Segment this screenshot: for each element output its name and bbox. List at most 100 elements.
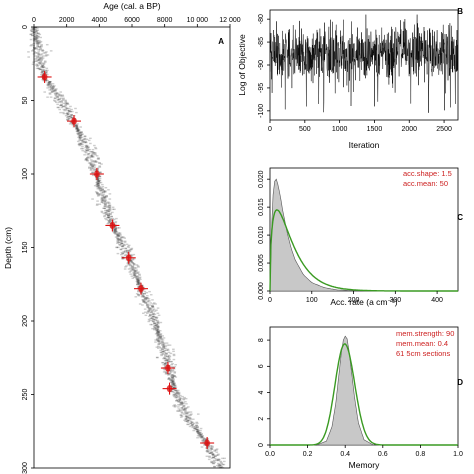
age-model-sample	[108, 219, 111, 222]
age-model-sample	[120, 251, 124, 254]
age-model-sample	[34, 26, 38, 28]
age-model-sample	[41, 64, 45, 66]
age-model-sample	[104, 199, 108, 201]
age-model-sample	[195, 428, 199, 431]
age-model-sample	[199, 427, 203, 430]
age-model-sample	[32, 49, 35, 51]
age-model-sample	[62, 98, 65, 100]
age-model-sample	[41, 57, 45, 59]
age-model-sample	[137, 271, 140, 273]
age-model-sample	[196, 426, 200, 429]
y-tick-label: 150	[22, 242, 29, 254]
age-model-sample	[112, 230, 116, 232]
age-model-sample	[96, 158, 100, 160]
age-model-sample	[153, 327, 157, 330]
age-model-sample	[79, 143, 83, 146]
age-model-sample	[113, 231, 117, 233]
age-model-sample	[63, 105, 67, 108]
age-model-sample	[95, 155, 99, 157]
age-model-sample	[156, 330, 160, 332]
age-model-sample	[91, 165, 94, 167]
age-model-sample	[37, 40, 41, 43]
age-model-sample	[111, 206, 115, 208]
age-model-sample	[99, 190, 103, 192]
age-model-sample	[92, 169, 96, 171]
age-model-sample	[200, 432, 204, 435]
age-model-sample	[171, 388, 174, 391]
age-model-sample	[34, 26, 37, 28]
age-model-sample	[142, 312, 145, 314]
panel-c-x-ticks: 0 100 200 300 400	[268, 291, 443, 304]
age-model-sample	[160, 353, 163, 356]
age-model-sample	[194, 425, 197, 428]
age-model-sample	[179, 409, 182, 411]
age-model-sample	[143, 301, 147, 303]
age-model-sample	[134, 276, 138, 278]
age-model-sample	[93, 144, 96, 147]
age-model-sample	[107, 210, 111, 213]
y-tick-label: 0.000	[258, 282, 265, 300]
age-model-sample	[163, 365, 167, 367]
age-model-sample	[46, 82, 50, 84]
age-model-sample	[96, 178, 100, 181]
age-model-sample	[66, 103, 70, 106]
age-model-sample	[199, 431, 202, 434]
age-model-sample	[98, 193, 102, 195]
panel-a-frame	[33, 26, 231, 469]
age-model-sample	[208, 452, 212, 454]
age-model-sample	[48, 82, 52, 84]
age-model-sample	[97, 187, 101, 189]
age-model-sample	[31, 63, 35, 65]
age-model-sample	[75, 127, 78, 129]
age-model-sample	[149, 323, 152, 326]
age-model-sample	[158, 337, 161, 339]
age-model-sample	[172, 384, 176, 386]
age-model-sample	[190, 413, 193, 415]
age-model-sample	[131, 259, 135, 261]
age-model-sample	[162, 361, 165, 364]
age-model-sample	[117, 232, 121, 234]
age-model-sample	[39, 61, 43, 63]
age-model-sample	[126, 251, 129, 254]
age-model-sample	[153, 324, 157, 327]
age-model-sample	[116, 252, 120, 255]
age-model-sample	[189, 411, 193, 413]
age-model-sample	[175, 391, 179, 394]
age-model-sample	[167, 374, 170, 376]
age-model-sample	[95, 181, 98, 184]
age-model-sample	[138, 276, 142, 278]
age-model-sample	[168, 355, 172, 358]
age-model-sample	[197, 432, 201, 435]
age-model-sample	[48, 81, 51, 83]
age-model-sample	[154, 333, 158, 335]
age-model-sample	[173, 389, 177, 392]
age-model-sample	[75, 125, 78, 127]
age-model-sample	[120, 245, 124, 248]
age-model-sample	[112, 228, 116, 230]
age-model-sample	[91, 174, 95, 177]
x-tick-label: 1000	[332, 126, 348, 133]
age-model-sample	[172, 381, 175, 383]
age-model-sample	[93, 184, 97, 187]
age-model-sample	[38, 58, 42, 60]
age-model-sample	[198, 433, 202, 436]
age-model-sample	[48, 92, 52, 94]
age-model-sample	[89, 163, 93, 165]
age-model-sample	[102, 196, 106, 198]
age-model-sample	[120, 236, 124, 238]
age-model-sample	[33, 27, 36, 29]
age-model-sample	[207, 458, 211, 461]
age-model-sample	[96, 180, 99, 183]
age-model-sample	[88, 167, 91, 169]
age-model-sample	[105, 209, 109, 212]
age-model-sample	[150, 316, 154, 319]
age-model-sample	[69, 121, 73, 123]
age-model-sample	[220, 462, 224, 465]
x-tick-label: 100	[306, 297, 318, 304]
age-model-sample	[38, 49, 42, 51]
age-model-sample	[117, 241, 121, 243]
age-model-sample	[38, 39, 41, 42]
age-model-sample	[96, 185, 100, 188]
age-model-sample	[134, 296, 138, 298]
age-model-sample	[184, 417, 188, 419]
